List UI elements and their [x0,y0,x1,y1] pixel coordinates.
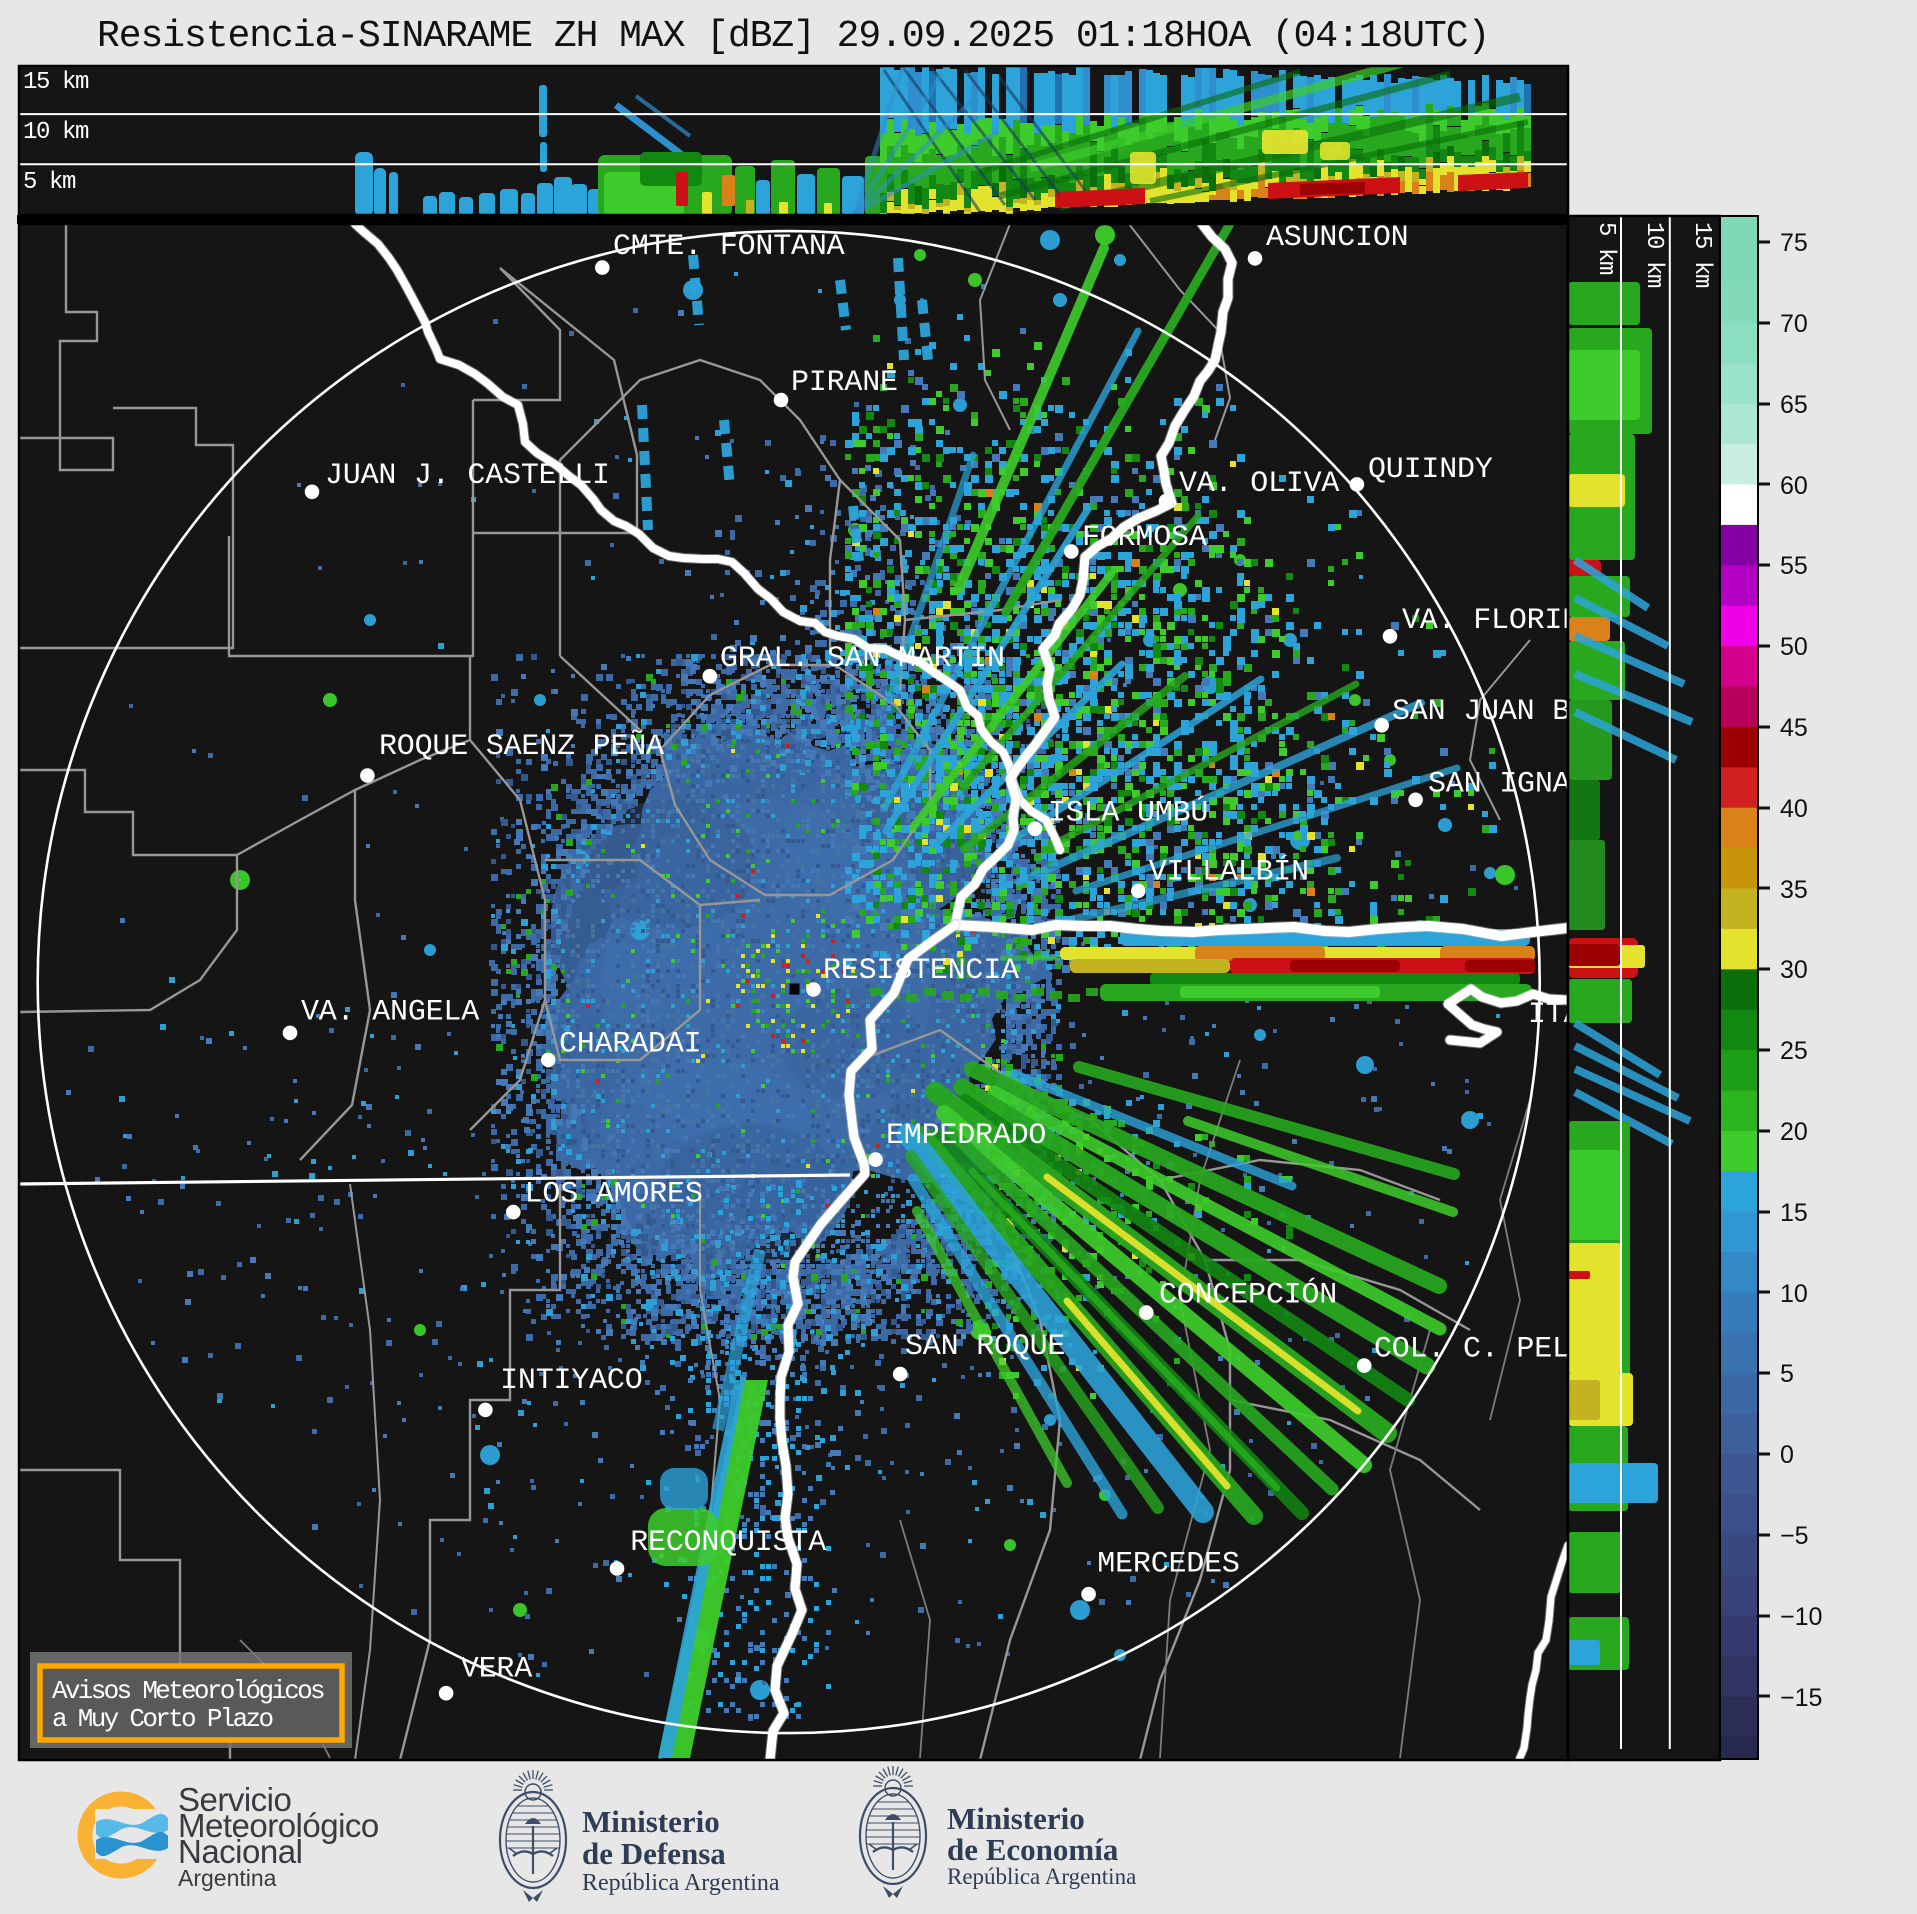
svg-text:5 km: 5 km [1592,222,1619,275]
svg-text:65: 65 [1780,391,1808,419]
svg-text:VILLALBÍN: VILLALBÍN [1149,855,1309,890]
svg-text:40: 40 [1780,795,1808,823]
svg-text:Ministerio: Ministerio [947,1801,1085,1836]
svg-text:EMPEDRADO: EMPEDRADO [886,1119,1046,1153]
svg-text:60: 60 [1780,472,1808,500]
svg-text:Meteorológico: Meteorológico [178,1807,379,1844]
svg-text:VA. OLIVA: VA. OLIVA [1179,467,1339,501]
svg-text:MERCEDES: MERCEDES [1097,1547,1239,1581]
svg-text:Servicio: Servicio [178,1781,291,1818]
svg-text:Nacional: Nacional [178,1833,302,1870]
svg-text:25: 25 [1780,1037,1808,1065]
svg-text:PIRANE: PIRANE [791,366,898,400]
svg-text:VERA: VERA [461,1653,532,1687]
svg-text:ITATÍ: ITATÍ [1528,997,1617,1032]
svg-text:COL. C. PELLEGRINI: COL. C. PELLEGRINI [1374,1332,1694,1366]
svg-text:Argentina: Argentina [178,1865,277,1891]
svg-text:de Economía: de Economía [947,1832,1119,1867]
svg-text:5: 5 [1780,1360,1794,1388]
svg-text:RESISTENCIA: RESISTENCIA [823,954,1019,988]
svg-text:Resistencia-SINARAME ZH MAX [d: Resistencia-SINARAME ZH MAX [dBZ] 29.09.… [97,15,1489,58]
svg-text:70: 70 [1780,310,1808,338]
svg-text:10 km: 10 km [23,119,89,146]
svg-text:RECONQUISTA: RECONQUISTA [630,1526,826,1560]
svg-text:LOS AMORES: LOS AMORES [525,1177,703,1211]
svg-text:FORMOSA: FORMOSA [1082,521,1207,555]
svg-text:15 km: 15 km [23,69,89,96]
svg-text:15: 15 [1780,1199,1808,1227]
svg-text:CONCEPCIÓN: CONCEPCIÓN [1159,1278,1337,1313]
svg-text:20: 20 [1780,1118,1808,1146]
svg-text:35: 35 [1780,876,1808,904]
svg-text:ASUNCIÓN: ASUNCIÓN [1266,220,1408,255]
svg-text:45: 45 [1780,714,1808,742]
svg-text:30: 30 [1780,956,1808,984]
svg-text:a Muy Corto Plazo: a Muy Corto Plazo [52,1704,272,1734]
svg-text:5 km: 5 km [23,169,76,196]
svg-text:−5: −5 [1780,1522,1809,1550]
svg-text:SAN ROQUE: SAN ROQUE [905,1330,1065,1364]
svg-text:Avisos Meteorológicos: Avisos Meteorológicos [52,1676,324,1706]
svg-text:SAN JUAN BAUTISTA: SAN JUAN BAUTISTA [1392,695,1695,729]
svg-text:55: 55 [1780,552,1808,580]
svg-text:−15: −15 [1780,1684,1822,1712]
svg-text:de Defensa: de Defensa [582,1836,726,1871]
svg-text:JUAN J. CASTELLI: JUAN J. CASTELLI [325,459,610,493]
svg-text:0: 0 [1780,1441,1794,1469]
svg-text:ISLA UMBÚ: ISLA UMBÚ [1048,796,1208,831]
svg-text:QUIINDY: QUIINDY [1368,453,1493,487]
svg-text:SAN IGNACIO: SAN IGNACIO [1428,768,1624,802]
svg-text:VA. FLORIDA: VA. FLORIDA [1402,604,1598,638]
svg-text:República Argentina: República Argentina [582,1870,780,1896]
svg-text:República Argentina: República Argentina [947,1864,1136,1889]
svg-text:GRAL. SAN MARTIN: GRAL. SAN MARTIN [720,642,1005,676]
svg-text:ROQUE SAENZ PEÑA: ROQUE SAENZ PEÑA [379,729,664,764]
svg-text:75: 75 [1780,229,1808,257]
svg-text:−10: −10 [1780,1603,1822,1631]
svg-text:15 km: 15 km [1688,222,1715,288]
svg-text:INTIYACO: INTIYACO [500,1364,642,1398]
svg-text:Ministerio: Ministerio [582,1804,720,1839]
svg-text:10: 10 [1780,1280,1808,1308]
svg-text:10 km: 10 km [1640,222,1667,288]
svg-text:CHARADAI: CHARADAI [559,1028,701,1062]
svg-text:50: 50 [1780,633,1808,661]
svg-text:VA. ANGELA: VA. ANGELA [301,996,479,1030]
svg-text:CMTE. FONTANA: CMTE. FONTANA [613,230,845,264]
